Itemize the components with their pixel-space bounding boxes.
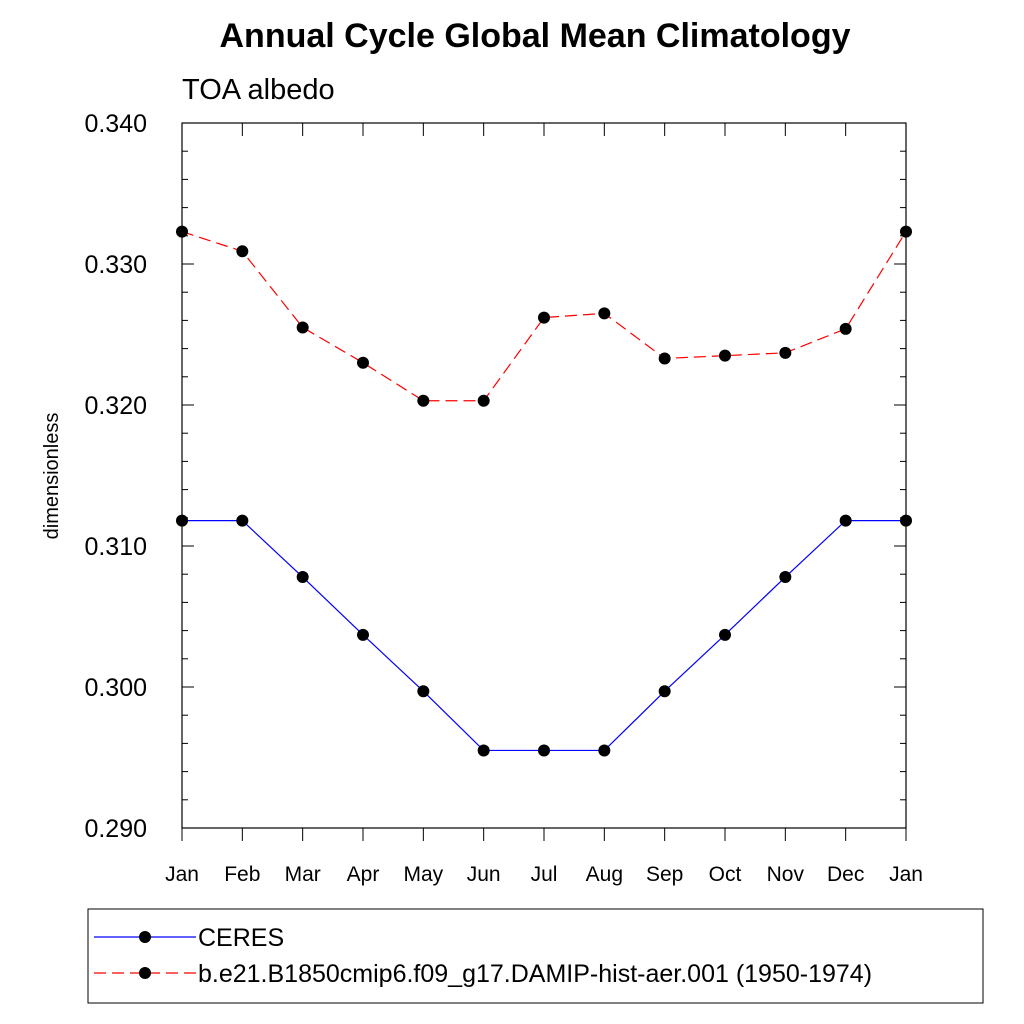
series-2-point	[357, 356, 369, 369]
series-2-point	[779, 346, 792, 359]
legend-box	[87, 908, 984, 1004]
series-1-point	[719, 628, 731, 641]
x-tick-label: Jan	[165, 863, 199, 886]
series-1-point	[839, 514, 852, 527]
series-1-point	[598, 744, 611, 757]
y-tick-label: 0.320	[84, 392, 147, 420]
y-axis-label: dimensionless	[41, 413, 63, 540]
x-tick-label: Dec	[827, 863, 864, 886]
legend-label-1: CERES	[198, 924, 284, 952]
legend-marker-2	[139, 967, 151, 979]
series-2-point	[598, 307, 611, 320]
x-tick-label: Jun	[467, 863, 501, 886]
y-tick-label: 0.340	[84, 110, 147, 138]
chart-subtitle: TOA albedo	[182, 74, 335, 106]
series-1-point	[779, 571, 792, 584]
y-tick-label: 0.290	[84, 815, 147, 843]
x-tick-label: Aug	[586, 863, 623, 886]
y-tick-label: 0.330	[84, 251, 147, 279]
legend: CERES b.e21.B1850cmip6.f09_g17.DAMIP-hist…	[87, 908, 984, 1004]
x-tick-label: Feb	[224, 863, 260, 886]
series-1-point	[538, 744, 550, 757]
x-tick-label: Apr	[347, 863, 380, 886]
y-tick-label: 0.300	[84, 674, 147, 702]
series-2-point	[417, 394, 430, 407]
series-1-point	[658, 685, 671, 698]
x-tick-label: May	[403, 863, 443, 886]
chart-title: Annual Cycle Global Mean Climatology	[220, 17, 851, 55]
x-tick-label: Mar	[285, 863, 321, 886]
x-tick-label: Oct	[709, 863, 742, 886]
series-1-point	[236, 514, 249, 527]
x-axis: Jan Feb Mar Apr May Jun Jul Aug Sep Oct Nov Dec Jan	[165, 123, 923, 886]
x-tick-label: Sep	[646, 863, 683, 886]
legend-marker-1	[139, 931, 151, 943]
series-2-point	[719, 349, 731, 362]
x-tick-label: Jan	[889, 863, 923, 886]
series-1-point	[477, 744, 490, 757]
series-2-point	[236, 245, 249, 258]
series-1-point	[296, 571, 309, 584]
series-2-point	[839, 322, 852, 335]
x-tick-label: Nov	[767, 863, 805, 886]
series-1-point	[900, 514, 912, 527]
series-layer	[176, 225, 912, 757]
y-axis: 0.290 0.300 0.310 0.320 0.330 0.340	[84, 110, 906, 843]
series-2-point	[176, 225, 188, 238]
series-2-point	[477, 394, 490, 407]
legend-label-2: b.e21.B1850cmip6.f09_g17.DAMIP-hist-aer.…	[198, 960, 872, 988]
series-2-point	[900, 225, 912, 238]
y-tick-label: 0.310	[84, 533, 147, 561]
plot-frame	[181, 122, 907, 829]
series-2-point	[658, 352, 671, 365]
series-1-point	[176, 514, 188, 527]
series-line-1	[182, 520, 906, 752]
series-2-point	[538, 311, 550, 324]
series-1-point	[357, 628, 369, 641]
series-1-point	[417, 685, 430, 698]
series-2-point	[296, 321, 309, 334]
x-tick-label: Jul	[531, 863, 558, 886]
